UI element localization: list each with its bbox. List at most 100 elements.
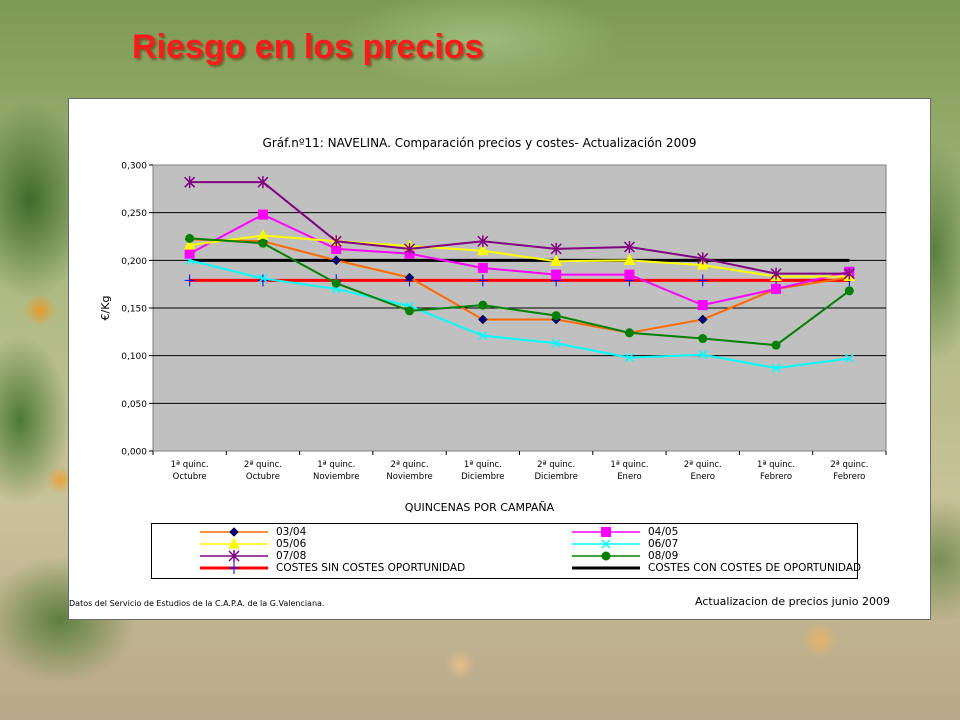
data-point [477,314,488,325]
y-tick-label: 0,150 [121,305,147,315]
data-point [624,328,634,338]
y-tick-label: 0,300 [121,162,147,172]
data-point [331,255,342,266]
data-point [771,283,782,294]
x-tick-label: Febrero [833,472,865,482]
x-tick-label: 1ª quinc. [317,460,355,470]
update-note: Actualizacion de precios junio 2009 [695,595,890,608]
x-tick-label: 1ª quinc. [171,460,209,470]
y-tick-label: 0,250 [121,209,147,219]
data-point [258,273,268,283]
x-tick-label: 2ª quinc. [391,460,429,470]
series-08-09 [185,233,854,350]
data-point [477,274,488,287]
x-tick-label: Enero [617,472,642,482]
data-point [698,334,708,344]
data-point [478,331,488,341]
data-point [770,267,782,280]
data-point [477,262,488,273]
x-axis-label: QUINCENAS POR CAMPAÑA [405,501,555,514]
x-tick-label: Noviembre [313,472,359,482]
x-tick-label: 2ª quinc. [244,460,282,470]
x-tick-label: Febrero [760,472,792,482]
x-tick-label: 2ª quinc. [537,460,575,470]
x-tick-label: 1ª quinc. [757,460,795,470]
data-point [624,353,634,363]
data-point [478,300,488,310]
data-point [257,274,268,287]
chart-title: Gráf.nº11: NAVELINA. Comparación precios… [263,136,697,150]
legend-swatch [200,527,268,537]
x-tick-label: 2ª quinc. [830,460,868,470]
data-point [184,274,195,287]
legend-label: 06/07 [648,538,679,550]
legend-swatch [200,550,268,562]
legend-label: 04/05 [648,526,679,538]
data-point [183,238,196,250]
x-tick-label: Octubre [173,472,207,482]
legend-marker [601,551,611,561]
y-tick-label: 0,200 [121,257,147,267]
legend-swatch [572,539,640,549]
data-point [331,278,341,288]
data-point [623,253,636,265]
slide-title: Riesgo en los precios [132,28,484,66]
data-point [330,235,342,248]
data-point [843,267,855,280]
data-point [697,314,708,325]
source-note: Datos del Servicio de Estudios de la C.A… [69,599,325,608]
data-point [623,240,635,253]
legend-marker [229,527,239,537]
y-tick-label: 0,050 [121,400,147,410]
data-point [404,272,415,283]
legend-marker [601,527,611,537]
legend-marker [228,538,240,549]
data-point [771,363,781,373]
legend-label: COSTES SIN COSTES OPORTUNIDAD [276,562,466,574]
legend-swatch [572,551,640,561]
data-point [624,269,635,280]
legend-swatch [572,566,640,570]
data-point [844,286,854,296]
data-point [184,176,196,189]
data-point [550,254,562,266]
data-point [697,300,708,311]
legend-label: COSTES CON COSTES DE OPORTUNIDAD [648,562,862,574]
x-tick-label: Diciembre [534,472,577,482]
x-tick-label: Diciembre [461,472,504,482]
legend-swatch [200,538,268,549]
data-point [844,353,854,364]
data-point [404,242,416,255]
chart: Gráf.nº11: NAVELINA. Comparación precios… [99,136,887,514]
y-tick-label: 0,000 [121,448,147,458]
data-point [258,238,268,248]
legend-swatch [200,562,268,574]
y-axis-label: €/Kg [99,296,112,321]
legend-label: 03/04 [276,526,307,538]
data-point [551,338,561,348]
data-point [551,311,561,321]
legend-marker [228,550,240,562]
data-point [551,269,562,280]
legend-marker [601,539,611,549]
series-line [189,238,850,334]
data-point [550,242,562,255]
data-point [257,209,268,220]
y-tick-label: 0,100 [121,352,147,362]
series-line [189,259,850,370]
legend-label: 07/08 [276,550,307,562]
legend-marker [229,562,239,574]
x-tick-label: 1ª quinc. [610,460,648,470]
series-07-08 [184,176,855,280]
x-tick-label: Octubre [246,472,280,482]
data-point [771,340,781,350]
chart-panel: Gráf.nº11: NAVELINA. Comparación precios… [68,98,931,620]
x-tick-label: 2ª quinc. [684,460,722,470]
series-line [189,237,850,347]
data-point [257,176,269,189]
chart-legend: 03/04 04/05 05/06 06/07 07/08 08/09 COSTES SIN… [151,523,862,579]
legend-label: 08/09 [648,550,679,562]
x-tick-label: Noviembre [386,472,432,482]
data-point [405,306,415,316]
data-point [477,244,489,256]
